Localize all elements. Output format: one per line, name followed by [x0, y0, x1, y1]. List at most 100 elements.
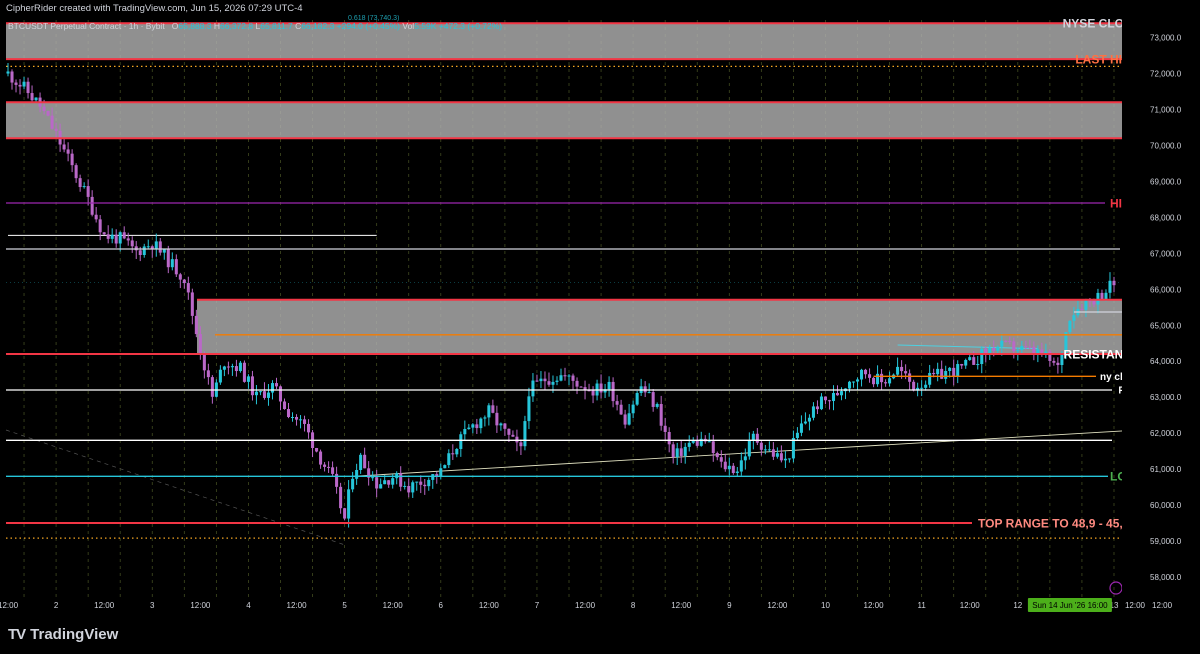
candle-body — [1080, 308, 1084, 310]
candle-body — [294, 416, 299, 420]
candle-body — [876, 373, 880, 385]
candle-body — [507, 428, 511, 435]
candle-body — [924, 384, 928, 388]
candle-body — [258, 391, 262, 393]
tradingview-logo[interactable]: TV TradingView — [8, 626, 118, 643]
candle-body — [278, 386, 283, 402]
price-tick-label: 68,000.0 — [1150, 213, 1182, 222]
candle-body — [299, 419, 303, 421]
time-tick-label: 12:00 — [575, 601, 596, 610]
price-tick-label: 64,000.0 — [1150, 357, 1182, 366]
candle-body — [583, 387, 587, 391]
candle-body — [1064, 332, 1068, 355]
candle-body — [371, 477, 375, 479]
open-value: 65,888.3 — [178, 21, 212, 31]
candle-body — [399, 473, 403, 487]
symbol-name[interactable]: BTCUSDT Perpetual Contract · 1h · Bybit — [8, 21, 165, 31]
candle-body — [1072, 315, 1076, 321]
time-tick-label: 12:00 — [671, 601, 692, 610]
candle-body — [976, 364, 980, 366]
candle-body — [403, 485, 407, 487]
candle-body — [936, 368, 940, 375]
candle-body — [467, 427, 471, 430]
candle-body — [984, 348, 988, 355]
candle-body — [174, 259, 178, 275]
candle-body — [960, 364, 964, 366]
candle-body — [896, 366, 900, 375]
close-label: C — [295, 21, 302, 31]
candle-body — [735, 471, 739, 474]
time-axis[interactable]: 12:00 2 12:00 3 12:00 4 12:00 5 12:00 6 12:00 7 12:0… — [0, 597, 1200, 616]
supply-zone — [197, 299, 1146, 355]
candle-body — [663, 425, 667, 432]
fib-level-fragment: 0.618 (73,740.3) — [348, 15, 400, 22]
candle-body — [527, 396, 531, 422]
volume-change: +472.3 (+0.72%) — [438, 21, 503, 31]
candle-body — [46, 110, 50, 116]
time-tick-label: 12 — [1013, 601, 1022, 610]
time-tick-label: 12:00 — [190, 601, 211, 610]
attribution-text: CipherRider created with TradingView.com… — [6, 3, 303, 14]
candle-body — [651, 392, 655, 407]
candle-body — [78, 178, 82, 188]
candle-body — [62, 144, 66, 150]
candle-body — [775, 453, 779, 457]
time-tick-label: 10 — [821, 601, 830, 610]
candle-body — [763, 449, 767, 451]
candle-body — [996, 346, 1000, 351]
candle-body — [134, 246, 138, 251]
candle-body — [18, 84, 22, 87]
footer-bar: TV TradingView — [0, 616, 1200, 654]
candle-body — [535, 380, 539, 382]
candle-body — [270, 383, 275, 393]
price-axis[interactable]: 73,000.0 72,000.0 71,000.0 70,000.0 69,000.0… — [1122, 0, 1200, 616]
candle-body — [972, 357, 976, 365]
candle-body — [443, 465, 447, 469]
brand-name: TradingView — [30, 626, 119, 643]
time-tick-label: 11 — [917, 601, 926, 610]
candle-body — [319, 451, 323, 465]
tradingview-icon: TV — [8, 626, 26, 643]
open-label: O — [171, 21, 179, 31]
price-tick-label: 60,000.0 — [1150, 501, 1182, 510]
candle-body — [282, 401, 287, 410]
candle-body — [423, 484, 427, 487]
candle-body — [715, 453, 719, 458]
candle-body — [447, 453, 451, 466]
candle-body — [435, 474, 439, 477]
candle-body — [1100, 292, 1104, 300]
candle-body — [988, 347, 992, 355]
candle-body — [679, 448, 683, 456]
candle-body — [411, 482, 415, 493]
candle-body — [1048, 351, 1052, 361]
candle-body — [162, 249, 166, 253]
candle-body — [675, 448, 679, 458]
candle-body — [142, 246, 146, 256]
candle-body — [719, 457, 723, 462]
candle-body — [110, 234, 114, 239]
time-tick-label: 12:00 — [1152, 601, 1173, 610]
candle-body — [483, 417, 487, 419]
high-value: 66,372.8 — [220, 21, 254, 31]
candle-body — [415, 481, 419, 483]
candle-body — [335, 473, 339, 487]
time-tick-label: 7 — [535, 601, 540, 610]
candle-body — [158, 241, 162, 253]
price-tick-label: 73,000.0 — [1150, 34, 1182, 43]
candle-body — [307, 423, 311, 433]
candle-body — [1052, 360, 1056, 363]
symbol-legend[interactable]: 0.618 (73,740.3) BTCUSDT Perpetual Contr… — [8, 15, 503, 32]
time-tick-label: 8 — [631, 601, 636, 610]
candle-body — [948, 367, 952, 371]
candle-body — [238, 362, 242, 372]
price-tick-label: 71,000.0 — [1150, 105, 1182, 114]
time-tick-label: 12:00 — [94, 601, 115, 610]
candle-body — [246, 376, 250, 382]
price-chart[interactable]: NYSE CLOSE73,400.0LAST HIGH72,400.072,20… — [0, 0, 1200, 616]
candle-body — [787, 458, 791, 460]
candle-body — [138, 250, 142, 256]
candle-body — [515, 436, 519, 443]
candle-body — [547, 381, 551, 385]
candle-body — [912, 381, 916, 391]
supply-zone — [6, 23, 1146, 60]
